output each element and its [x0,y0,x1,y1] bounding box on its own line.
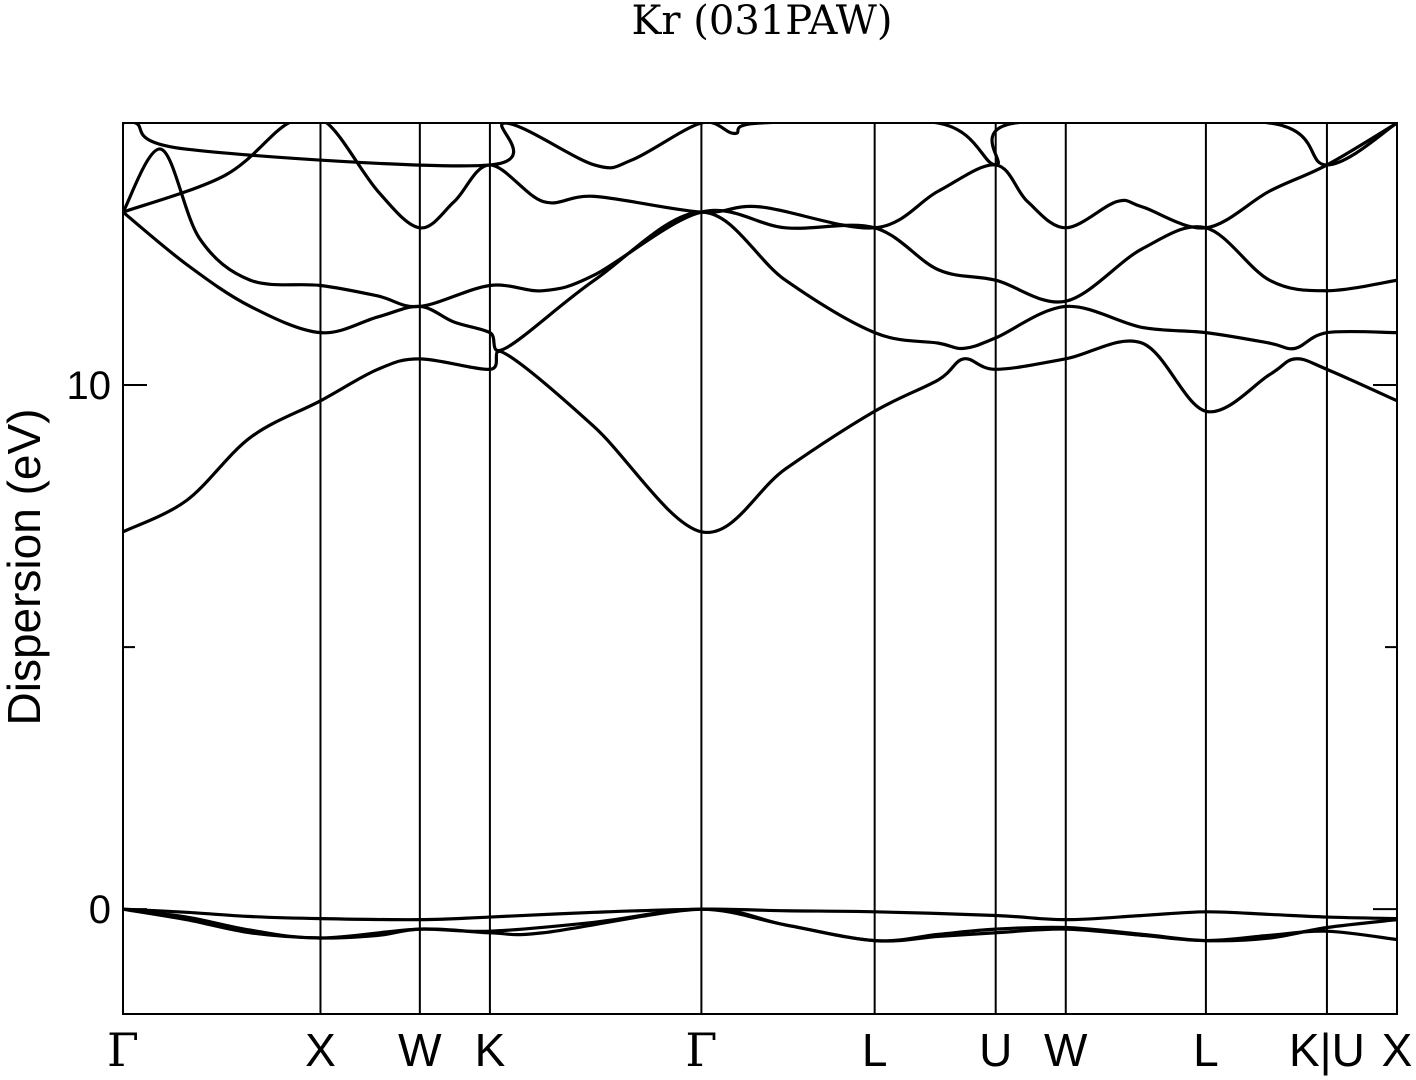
x-tick-label: W [398,1024,442,1076]
band-line [123,907,1397,922]
x-tick-label: U [979,1024,1012,1076]
x-tick-label: X [1382,1024,1413,1076]
x-tick-label: K|U [1289,1024,1365,1076]
x-tick-label: W [1044,1024,1088,1076]
y-axis-label: Dispersion (eV) [0,409,50,726]
band-line [123,907,1397,943]
band-line [123,123,1397,170]
y-tick-label: 10 [67,364,112,408]
band-line [123,339,1397,535]
y-tick-label: 0 [89,888,111,932]
x-tick-label: X [305,1024,336,1076]
band-line [123,210,1397,352]
x-tick-label: Γ [685,1023,717,1077]
chart-title: Kr (031PAW) [632,0,893,44]
band-line [123,123,1397,230]
x-tick-label: K [475,1024,506,1076]
x-tick-label: L [1193,1024,1219,1076]
plot-frame [122,122,1398,1015]
x-tick-label: Γ [107,1023,139,1077]
x-tick-label: L [862,1024,888,1076]
